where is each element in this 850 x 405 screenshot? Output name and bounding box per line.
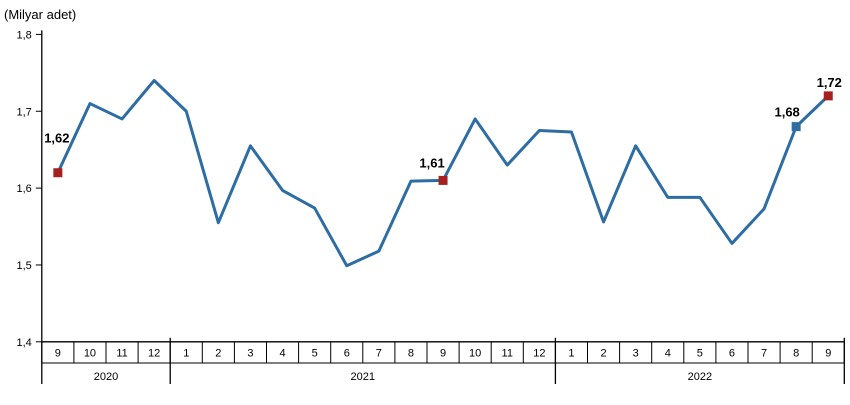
svg-text:3: 3: [247, 347, 253, 359]
svg-text:12: 12: [148, 347, 160, 359]
svg-text:1,61: 1,61: [419, 155, 444, 170]
svg-text:3: 3: [633, 347, 639, 359]
svg-text:10: 10: [84, 347, 96, 359]
svg-text:1,5: 1,5: [17, 260, 32, 272]
svg-text:1,72: 1,72: [817, 75, 842, 90]
svg-text:1,7: 1,7: [17, 106, 32, 118]
svg-text:(Milyar adet): (Milyar adet): [4, 7, 76, 22]
svg-text:10: 10: [469, 347, 481, 359]
svg-text:5: 5: [697, 347, 703, 359]
svg-text:1,4: 1,4: [17, 337, 32, 349]
svg-text:1,8: 1,8: [17, 29, 32, 41]
svg-text:8: 8: [793, 347, 799, 359]
svg-text:8: 8: [408, 347, 414, 359]
svg-text:2: 2: [600, 347, 606, 359]
svg-text:2020: 2020: [94, 371, 118, 383]
svg-text:7: 7: [761, 347, 767, 359]
svg-text:7: 7: [376, 347, 382, 359]
svg-text:9: 9: [440, 347, 446, 359]
svg-text:11: 11: [502, 347, 513, 359]
svg-text:6: 6: [729, 347, 735, 359]
svg-text:9: 9: [55, 347, 61, 359]
svg-text:2021: 2021: [351, 371, 375, 383]
svg-text:6: 6: [344, 347, 350, 359]
svg-text:9: 9: [825, 347, 831, 359]
svg-text:12: 12: [533, 347, 545, 359]
svg-text:2: 2: [215, 347, 221, 359]
svg-text:1: 1: [183, 347, 189, 359]
svg-text:5: 5: [312, 347, 318, 359]
svg-text:11: 11: [116, 347, 127, 359]
svg-text:4: 4: [279, 347, 285, 359]
svg-text:4: 4: [665, 347, 671, 359]
svg-text:1,68: 1,68: [774, 105, 799, 120]
svg-text:2022: 2022: [688, 371, 712, 383]
svg-text:1,6: 1,6: [17, 183, 32, 195]
svg-text:1,62: 1,62: [44, 131, 69, 146]
svg-text:1: 1: [568, 347, 574, 359]
